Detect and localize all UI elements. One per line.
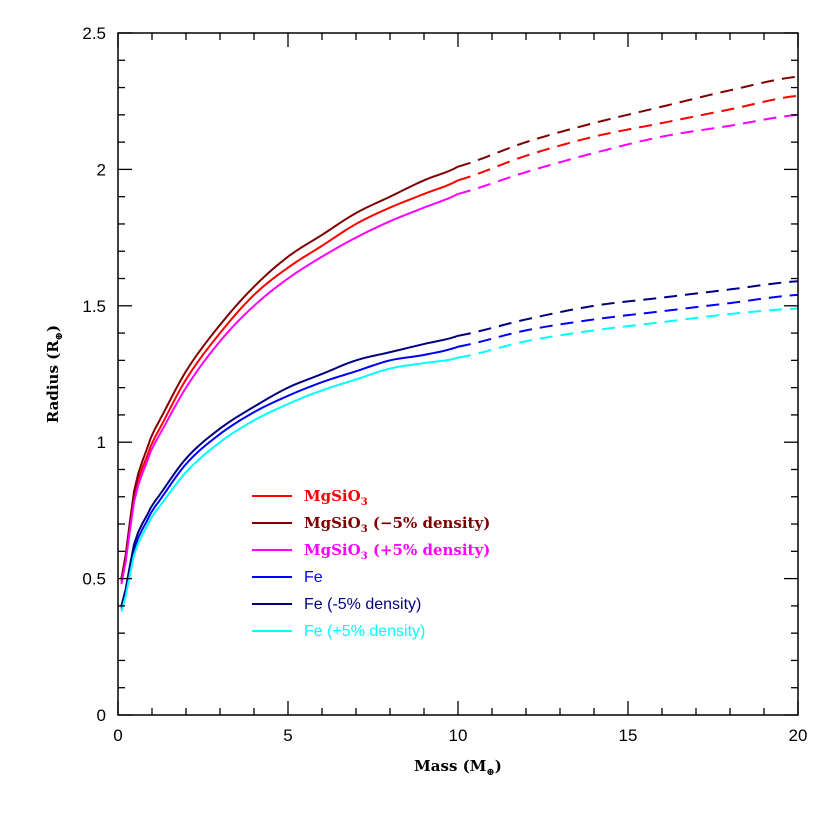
tick-labels-layer: 0 5 10 15 20 0 0.5 1 1.5 2 2.5	[82, 24, 807, 745]
series-line-mgsio3-dashed	[457, 94, 799, 182]
x-tick-label: 10	[449, 726, 468, 745]
series-line-mgsio3-5-density-dashed	[457, 113, 799, 195]
legend-label-mgsio3-5-density: MgSiO3 (+5% density)	[304, 541, 490, 562]
legend-item-mgsio3: MgSiO3	[252, 487, 368, 508]
series-line-fe-5-density-solid	[120, 356, 459, 612]
legend-label-fe: Fe	[304, 569, 323, 586]
y-tick-label: 2	[97, 160, 106, 179]
x-axis-label: Mass (M⊕)	[414, 757, 502, 778]
y-tick-label: 0	[97, 706, 106, 725]
y-axis-label: Radius (R⊕)	[44, 325, 65, 423]
series-layer	[120, 75, 799, 612]
legend-item-mgsio3-5-density: MgSiO3 (+5% density)	[252, 541, 490, 562]
series-line-mgsio3-5-density-solid	[120, 193, 459, 585]
legend-item-mgsio3-5-density: MgSiO3 (−5% density)	[252, 514, 490, 535]
legend-item-fe-5-density: Fe (-5% density)	[252, 596, 421, 613]
series-line-fe-solid	[120, 345, 459, 609]
y-tick-label: 1.5	[82, 297, 106, 316]
legend: MgSiO3 MgSiO3 (−5% density) MgSiO3 (+5% de…	[252, 487, 490, 640]
legend-item-fe-5-density: Fe (+5% density)	[252, 623, 425, 640]
series-line-mgsio3-5-density-solid	[120, 165, 459, 579]
x-tick-label: 15	[619, 726, 638, 745]
ticks-layer	[117, 32, 799, 716]
plot-frame	[117, 32, 799, 716]
x-tick-label: 5	[283, 726, 292, 745]
legend-item-fe: Fe	[252, 569, 323, 586]
legend-label-fe-5-density: Fe (-5% density)	[304, 596, 421, 613]
series-line-mgsio3-5-density-dashed	[457, 75, 799, 168]
y-tick-label: 0.5	[82, 570, 106, 589]
legend-label-fe-5-density: Fe (+5% density)	[304, 623, 425, 640]
y-tick-label: 2.5	[82, 24, 106, 43]
series-line-fe-5-density-solid	[120, 334, 459, 607]
series-line-mgsio3-solid	[120, 179, 459, 582]
x-tick-label: 0	[113, 726, 122, 745]
legend-label-mgsio3-5-density: MgSiO3 (−5% density)	[304, 514, 490, 535]
y-tick-label: 1	[97, 433, 106, 452]
series-line-fe-5-density-dashed	[457, 280, 799, 337]
series-line-fe-5-density-dashed	[457, 307, 799, 359]
x-tick-label: 20	[789, 726, 808, 745]
series-line-fe-dashed	[457, 293, 799, 348]
legend-label-mgsio3: MgSiO3	[304, 487, 368, 508]
